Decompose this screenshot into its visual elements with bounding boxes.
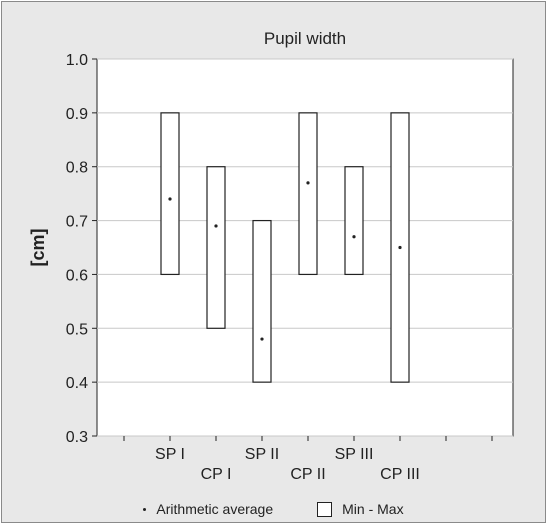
min-max-box <box>206 166 226 329</box>
min-max-box <box>344 166 364 276</box>
min-max-box <box>298 112 318 276</box>
min-max-boxes <box>160 112 410 383</box>
y-tick-label: 0.3 <box>66 429 88 446</box>
mean-point <box>306 181 310 185</box>
y-axis-title: [cm] <box>28 228 48 266</box>
y-tick-label: 0.9 <box>66 106 88 123</box>
y-tick-label: 0.4 <box>66 375 88 392</box>
x-tick-label: SP II <box>245 446 279 463</box>
y-tick-label: 0.7 <box>66 214 88 231</box>
chart-title: Pupil width <box>264 29 346 48</box>
y-tick-label: 1.0 <box>66 52 88 69</box>
y-axis: 0.3 0.4 0.5 0.6 0.7 0.8 0.9 1.0 <box>66 52 97 446</box>
x-tick-label: CP II <box>290 466 325 483</box>
y-tick-label: 0.6 <box>66 267 88 284</box>
min-max-box <box>160 112 180 276</box>
min-max-box <box>252 219 272 383</box>
mean-point <box>398 245 402 250</box>
x-tick-label: CP I <box>201 466 232 483</box>
mean-point <box>168 197 172 201</box>
y-tick-label: 0.5 <box>66 321 88 338</box>
legend-label-average: Arithmetic average <box>156 501 274 517</box>
legend: Arithmetic average Min - Max <box>0 497 547 521</box>
x-axis: SP I CP I SP II CP II SP III CP III <box>123 436 493 483</box>
mean-point <box>214 224 218 228</box>
y-tick-label: 0.8 <box>66 160 88 177</box>
x-tick-label: SP III <box>335 446 374 463</box>
x-tick-label: CP III <box>380 466 420 483</box>
dot-marker-icon <box>143 507 147 511</box>
mean-point <box>352 235 356 239</box>
box-marker-icon <box>317 501 333 517</box>
mean-point <box>260 337 264 341</box>
mean-points <box>168 181 402 341</box>
legend-item-min-max: Min - Max <box>317 501 404 517</box>
legend-label-min-max: Min - Max <box>342 501 404 517</box>
legend-item-average: Arithmetic average <box>143 501 273 517</box>
x-tick-label: SP I <box>155 446 185 463</box>
